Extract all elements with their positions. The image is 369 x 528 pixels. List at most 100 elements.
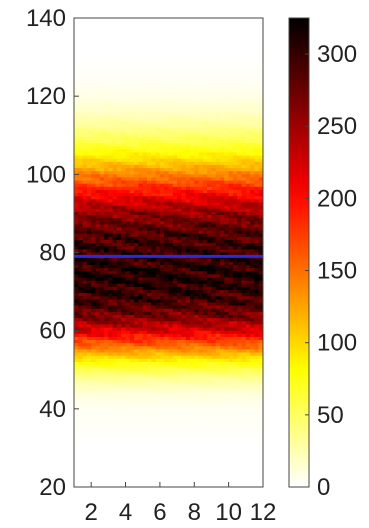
heatmap-cell xyxy=(138,64,144,69)
heatmap-cell xyxy=(207,105,213,110)
heatmap-cell xyxy=(78,227,84,232)
heatmap-cell xyxy=(74,468,79,472)
heatmap-cell xyxy=(185,68,191,72)
heatmap-cell xyxy=(159,343,165,347)
heatmap-cell xyxy=(86,243,92,247)
heatmap-cell xyxy=(189,380,195,385)
heatmap-cell xyxy=(134,193,140,197)
heatmap-cell xyxy=(147,346,152,351)
heatmap-cell xyxy=(116,390,122,394)
heatmap-cell xyxy=(207,436,213,441)
heatmap-cell xyxy=(91,36,97,41)
heatmap-cell xyxy=(181,89,187,94)
heatmap-cell xyxy=(138,299,144,304)
heatmap-cell xyxy=(194,299,200,304)
heatmap-cell xyxy=(177,327,182,332)
heatmap-cell xyxy=(151,239,157,244)
heatmap-cell xyxy=(95,277,101,282)
heatmap-cell xyxy=(99,171,105,175)
heatmap-cell xyxy=(95,352,101,357)
heatmap-cells xyxy=(74,18,263,487)
heatmap-cell xyxy=(207,43,213,47)
heatmap-cell xyxy=(164,83,170,88)
heatmap-cell xyxy=(134,49,140,53)
heatmap-cell xyxy=(155,374,161,379)
heatmap-cell xyxy=(91,211,97,216)
heatmap-cell xyxy=(134,340,140,344)
heatmap-cell xyxy=(211,55,217,60)
heatmap-cell xyxy=(164,227,170,232)
heatmap-cell xyxy=(116,224,122,229)
heatmap-cell xyxy=(95,64,101,69)
heatmap-cell xyxy=(207,86,213,91)
heatmap-cell xyxy=(125,424,131,429)
heatmap-cell xyxy=(189,365,195,369)
heatmap-cell xyxy=(198,174,204,179)
heatmap-cell xyxy=(194,58,200,63)
heatmap-cell xyxy=(189,80,195,85)
heatmap-cell xyxy=(129,346,135,351)
heatmap-cell xyxy=(142,311,148,316)
heatmap-cell xyxy=(168,46,174,50)
heatmap-cell xyxy=(142,277,148,282)
heatmap-cell xyxy=(177,61,182,66)
heatmap-cell xyxy=(147,321,152,326)
heatmap-cell xyxy=(147,102,152,107)
heatmap-cell xyxy=(129,483,135,487)
heatmap-cell xyxy=(116,164,122,169)
heatmap-cell xyxy=(194,208,200,213)
heatmap-cell xyxy=(198,452,204,457)
heatmap-cell xyxy=(194,315,200,319)
heatmap-cell xyxy=(181,168,187,172)
heatmap-cell xyxy=(211,461,217,466)
heatmap-cell xyxy=(86,327,92,332)
heatmap-cell xyxy=(172,283,178,288)
heatmap-cell xyxy=(155,252,161,257)
heatmap-cell xyxy=(151,243,157,247)
heatmap-cell xyxy=(91,30,97,35)
heatmap-cell xyxy=(121,96,127,100)
heatmap-cell xyxy=(78,371,84,376)
heatmap-cell xyxy=(151,108,157,113)
heatmap-cell xyxy=(151,418,157,422)
heatmap-cell xyxy=(138,477,144,482)
heatmap-cell xyxy=(198,118,204,122)
heatmap-cell xyxy=(129,186,135,191)
heatmap-cell xyxy=(194,105,200,110)
heatmap-cell xyxy=(86,21,92,25)
heatmap-cell xyxy=(172,296,178,300)
heatmap-cell xyxy=(129,299,135,304)
heatmap-cell xyxy=(108,383,114,388)
heatmap-cell xyxy=(168,446,174,451)
heatmap-cell xyxy=(112,368,118,372)
heatmap-cell xyxy=(207,408,213,413)
heatmap-cell xyxy=(74,396,79,401)
heatmap-cell xyxy=(95,324,101,329)
heatmap-cell xyxy=(215,43,221,47)
heatmap-cell xyxy=(177,321,182,326)
heatmap-cell xyxy=(181,146,187,150)
heatmap-cell xyxy=(74,105,79,110)
heatmap-cell xyxy=(129,349,135,354)
heatmap-cell xyxy=(177,315,182,319)
heatmap-cell xyxy=(104,105,109,110)
heatmap-cell xyxy=(95,114,101,119)
heatmap-cell xyxy=(138,89,144,94)
heatmap-cell xyxy=(112,390,118,394)
heatmap-cell xyxy=(134,149,140,154)
heatmap-cell xyxy=(108,161,114,166)
heatmap-cell xyxy=(151,349,157,354)
heatmap-cell xyxy=(78,186,84,191)
heatmap-cell xyxy=(151,465,157,469)
heatmap-cell xyxy=(134,277,140,282)
heatmap-cell xyxy=(147,99,152,104)
heatmap-cell xyxy=(116,333,122,338)
heatmap-cell xyxy=(189,146,195,150)
heatmap-cell xyxy=(99,105,105,110)
heatmap-cell xyxy=(112,121,118,125)
heatmap-cell xyxy=(82,58,88,63)
heatmap-cell xyxy=(142,483,148,487)
heatmap-cell xyxy=(95,271,101,275)
heatmap-cell xyxy=(207,321,213,326)
